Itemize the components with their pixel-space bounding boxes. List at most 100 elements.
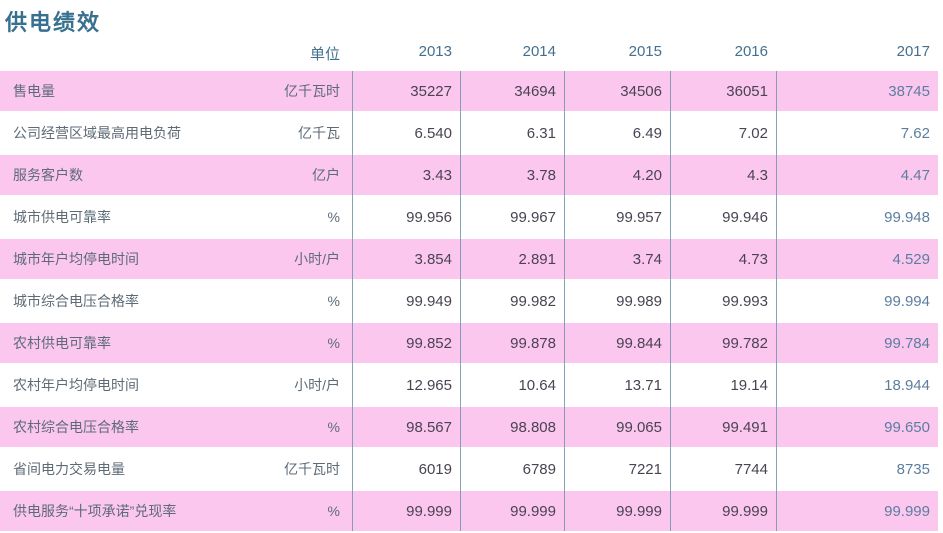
value-2013: 35227 (410, 82, 452, 100)
value-2013: 6.540 (414, 124, 452, 142)
page-title: 供电绩效 (5, 10, 102, 35)
table-body: 售电量 亿千瓦时 35227 34694 34506 36051 38745 公… (0, 71, 938, 531)
value-2016: 7744 (734, 460, 768, 478)
value-2016: 99.946 (722, 208, 768, 226)
value-2014: 3.78 (526, 166, 556, 184)
row-label: 农村综合电压合格率 (13, 419, 139, 435)
value-2017: 7.62 (900, 124, 930, 142)
value-2013: 3.854 (414, 250, 452, 268)
row-label: 农村年户均停电时间 (13, 377, 139, 393)
value-2014: 99.967 (510, 208, 556, 226)
row-unit: 亿千瓦 (298, 125, 340, 141)
value-2014: 6.31 (526, 124, 556, 142)
value-2015: 34506 (620, 82, 662, 100)
year-column-header-2017: 2017 (896, 43, 930, 60)
value-2017: 99.994 (884, 292, 930, 310)
row-label: 公司经营区域最高用电负荷 (13, 125, 181, 141)
value-2017: 18.944 (884, 376, 930, 394)
value-2017: 8735 (896, 460, 930, 478)
row-label: 售电量 (13, 83, 55, 99)
value-2014: 6789 (522, 460, 556, 478)
value-2013: 99.949 (406, 292, 452, 310)
value-2014: 99.982 (510, 292, 556, 310)
performance-table: 单位 2013 2014 2015 2016 2017 售电量 亿千瓦时 352… (0, 38, 938, 533)
value-2017: 99.999 (884, 502, 930, 520)
row-unit: 亿千瓦时 (284, 83, 340, 99)
row-unit: % (327, 419, 340, 435)
value-2013: 98.567 (406, 418, 452, 436)
value-2017: 99.650 (884, 418, 930, 436)
table-row: 农村供电可靠率 % 99.852 99.878 99.844 99.782 99… (0, 323, 938, 363)
value-2013: 99.852 (406, 334, 452, 352)
value-2013: 99.956 (406, 208, 452, 226)
value-2017: 4.529 (892, 250, 930, 268)
row-label: 城市供电可靠率 (13, 209, 111, 225)
value-2016: 99.491 (722, 418, 768, 436)
row-unit: % (327, 503, 340, 519)
value-2016: 99.999 (722, 502, 768, 520)
value-2014: 10.64 (518, 376, 556, 394)
value-2014: 99.878 (510, 334, 556, 352)
row-unit: % (327, 293, 340, 309)
row-unit: 亿千瓦时 (284, 461, 340, 477)
year-column-header-2013: 2013 (418, 43, 452, 60)
value-2014: 34694 (514, 82, 556, 100)
row-unit: 小时/户 (294, 377, 340, 393)
row-unit: 亿户 (312, 167, 340, 183)
year-column-header-2014: 2014 (522, 43, 556, 60)
value-2013: 99.999 (406, 502, 452, 520)
value-2016: 99.993 (722, 292, 768, 310)
value-2017: 38745 (888, 82, 930, 100)
value-2016: 7.02 (738, 124, 768, 142)
value-2013: 3.43 (422, 166, 452, 184)
value-2015: 99.844 (616, 334, 662, 352)
value-2015: 99.957 (616, 208, 662, 226)
table-row: 售电量 亿千瓦时 35227 34694 34506 36051 38745 (0, 71, 938, 111)
value-2016: 36051 (726, 82, 768, 100)
value-2014: 99.999 (510, 502, 556, 520)
value-2016: 4.3 (747, 166, 768, 184)
table-header-row: 单位 2013 2014 2015 2016 2017 (0, 38, 938, 71)
unit-column-header: 单位 (309, 46, 340, 63)
row-label: 城市年户均停电时间 (13, 251, 139, 267)
value-2015: 6.49 (632, 124, 662, 142)
row-label: 服务客户数 (13, 167, 83, 183)
table-row: 农村综合电压合格率 % 98.567 98.808 99.065 99.491 … (0, 407, 938, 447)
value-2014: 2.891 (518, 250, 556, 268)
table-row: 城市年户均停电时间 小时/户 3.854 2.891 3.74 4.73 4.5… (0, 239, 938, 279)
value-2013: 6019 (418, 460, 452, 478)
value-2016: 19.14 (730, 376, 768, 394)
row-label: 农村供电可靠率 (13, 335, 111, 351)
row-label: 省间电力交易电量 (13, 461, 125, 477)
row-label: 城市综合电压合格率 (13, 293, 139, 309)
table-row: 服务客户数 亿户 3.43 3.78 4.20 4.3 4.47 (0, 155, 938, 195)
value-2016: 99.782 (722, 334, 768, 352)
value-2017: 99.948 (884, 208, 930, 226)
value-2014: 98.808 (510, 418, 556, 436)
header-spacer (0, 38, 244, 71)
table-row: 公司经营区域最高用电负荷 亿千瓦 6.540 6.31 6.49 7.02 7.… (0, 113, 938, 153)
value-2015: 99.989 (616, 292, 662, 310)
table-row: 供电服务“十项承诺”兑现率 % 99.999 99.999 99.999 99.… (0, 491, 938, 531)
row-unit: % (327, 209, 340, 225)
value-2015: 4.20 (632, 166, 662, 184)
value-2015: 99.999 (616, 502, 662, 520)
value-2013: 12.965 (406, 376, 452, 394)
year-column-header-2015: 2015 (628, 43, 662, 60)
value-2016: 4.73 (738, 250, 768, 268)
value-2015: 3.74 (632, 250, 662, 268)
table-row: 城市供电可靠率 % 99.956 99.967 99.957 99.946 99… (0, 197, 938, 237)
year-column-header-2016: 2016 (734, 43, 768, 60)
table-row: 省间电力交易电量 亿千瓦时 6019 6789 7221 7744 8735 (0, 449, 938, 489)
row-unit: % (327, 335, 340, 351)
table-row: 农村年户均停电时间 小时/户 12.965 10.64 13.71 19.14 … (0, 365, 938, 405)
value-2015: 7221 (628, 460, 662, 478)
table-row: 城市综合电压合格率 % 99.949 99.982 99.989 99.993 … (0, 281, 938, 321)
value-2015: 99.065 (616, 418, 662, 436)
row-unit: 小时/户 (294, 251, 340, 267)
value-2017: 4.47 (900, 166, 930, 184)
value-2017: 99.784 (884, 334, 930, 352)
value-2015: 13.71 (624, 376, 662, 394)
row-label: 供电服务“十项承诺”兑现率 (13, 503, 177, 519)
